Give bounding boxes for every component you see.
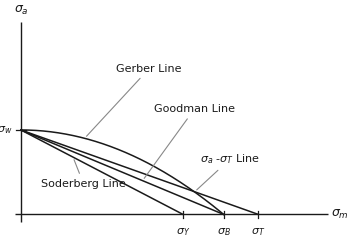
Text: $\sigma_w$: $\sigma_w$ xyxy=(0,124,12,136)
Text: $\sigma_m$: $\sigma_m$ xyxy=(331,208,349,221)
Text: $\sigma_T$: $\sigma_T$ xyxy=(251,226,266,236)
Text: Goodman Line: Goodman Line xyxy=(144,104,235,178)
Text: $\sigma_B$: $\sigma_B$ xyxy=(217,226,231,236)
Text: $\sigma_a$: $\sigma_a$ xyxy=(14,4,28,17)
Text: $\sigma_Y$: $\sigma_Y$ xyxy=(176,226,190,236)
Text: Soderberg Line: Soderberg Line xyxy=(41,160,126,189)
Text: Gerber Line: Gerber Line xyxy=(86,63,182,136)
Text: $\sigma_a$ -$\sigma_T$ Line: $\sigma_a$ -$\sigma_T$ Line xyxy=(197,152,260,190)
